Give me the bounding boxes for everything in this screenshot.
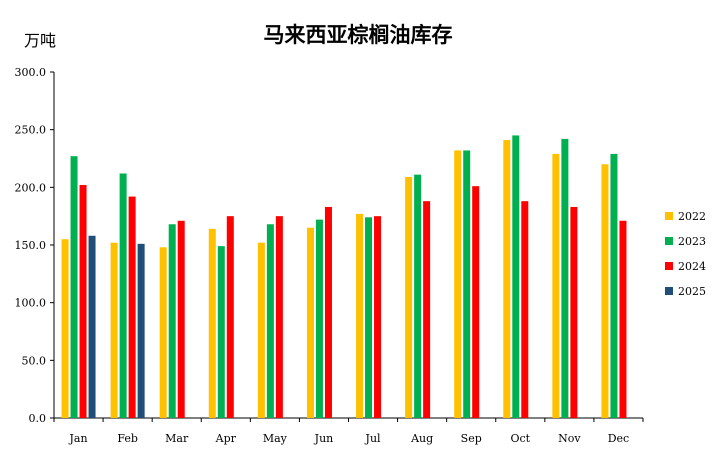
bar-2022-Sep [454,150,462,418]
y-tick-label: 200.0 [15,181,47,194]
bar-2024-Jul [374,216,382,418]
bar-2024-Sep [472,186,480,418]
x-tick-label: Dec [608,432,630,445]
bar-2023-May [266,224,274,418]
y-tick-label: 300.0 [15,66,47,79]
bar-2024-Dec [619,220,627,418]
bar-2024-Apr [226,216,234,418]
x-tick-label: Oct [510,432,530,445]
x-tick-label: Apr [215,432,237,445]
y-tick-label: 250.0 [15,124,47,137]
bar-2023-Oct [512,135,520,418]
bar-2024-Oct [521,201,529,418]
legend-label: 2024 [678,260,706,273]
legend-swatch [665,212,673,220]
x-tick-label: Jan [69,432,88,445]
bars [61,135,627,419]
x-tick-label: Jul [365,432,381,445]
legend-swatch [665,237,673,245]
bar-2022-Jul [356,213,364,418]
legend-label: 2023 [678,235,706,248]
x-tick-label: Feb [117,432,138,445]
chart-title: 马来西亚棕榈油库存 [264,22,453,47]
bar-2023-Aug [414,174,422,418]
y-axis-unit-label: 万吨 [24,31,56,50]
y-tick-label: 0.0 [29,412,47,425]
bar-2022-Mar [159,247,167,418]
bar-2024-Mar [177,220,185,418]
bar-2023-Sep [463,150,471,418]
bar-2025-Jan [88,235,96,418]
legend-swatch [665,262,673,270]
legend-label: 2022 [678,210,706,223]
bar-2022-Feb [110,242,118,418]
bar-2024-Jun [324,206,332,418]
bar-2023-Jul [365,217,373,418]
bar-2023-Jan [70,156,78,418]
x-tick-label: Jun [314,432,334,445]
bar-2022-Oct [503,140,511,418]
legend-label: 2025 [678,285,706,298]
bar-2023-Jun [315,219,323,418]
bar-2025-Feb [137,243,145,418]
x-tick-label: Aug [410,432,433,445]
bar-2023-Mar [168,224,176,418]
y-tick-label: 50.0 [22,354,47,367]
y-tick-label: 150.0 [15,239,47,252]
x-tick-label: Sep [461,432,482,445]
bar-2024-Nov [570,206,578,418]
legend: 2022 2023 2024 2025 [665,210,706,298]
x-tick-label: Mar [165,432,189,445]
bar-2022-Dec [601,164,609,418]
y-tick-label: 100.0 [15,297,47,310]
x-tick-label: May [263,432,288,445]
bar-2024-May [275,216,283,418]
bar-2022-Apr [208,228,216,418]
bar-2022-Nov [552,153,560,419]
x-tick-label: Nov [558,432,581,445]
legend-swatch [665,287,673,295]
bar-2022-Jun [306,227,314,418]
bar-2022-Aug [405,176,413,418]
bar-2022-Jan [61,239,69,418]
bar-2023-Dec [610,153,618,419]
bar-2024-Jan [79,185,87,418]
bar-2024-Aug [423,201,431,418]
bar-2023-Feb [119,173,127,418]
bar-2024-Feb [128,196,136,418]
axes: 0.0 50.0 100.0 150.0 200.0 250.0 300.0 Jan Feb Ma… [15,66,644,445]
bar-2023-Apr [217,246,225,418]
bar-2023-Nov [561,138,569,419]
bar-2022-May [257,242,265,418]
